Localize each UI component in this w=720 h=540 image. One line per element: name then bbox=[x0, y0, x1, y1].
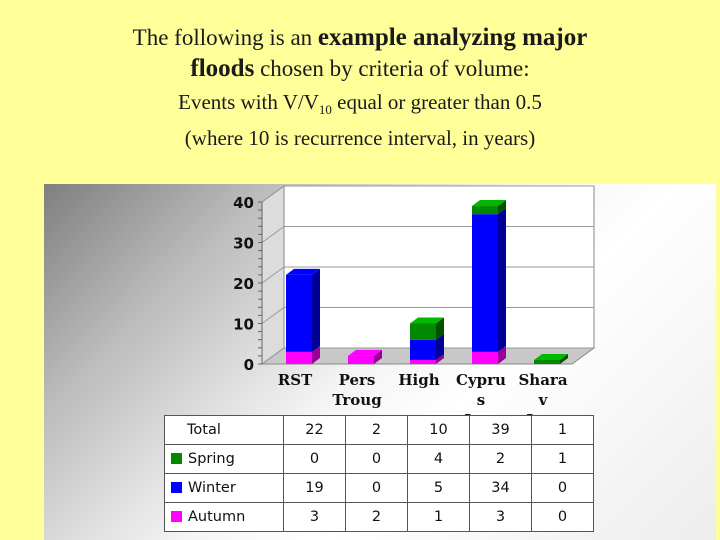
table-row-label: Winter bbox=[164, 473, 284, 503]
table-row-label: Autumn bbox=[164, 502, 284, 532]
y-tick-label: 0 bbox=[244, 356, 254, 374]
bar-segment-spring bbox=[534, 359, 560, 364]
grid-side bbox=[261, 266, 285, 284]
data-table: Total 22 2 10 39 1 Spring 0 0 4 2 1 Winter 19 0 5 34 0 Aut… bbox=[164, 415, 594, 532]
y-tick-label: 20 bbox=[233, 275, 254, 293]
bar-side-spring bbox=[560, 353, 568, 364]
table-cell: 0 bbox=[531, 473, 594, 503]
table-cell: 2 bbox=[345, 415, 408, 445]
table-cell: 19 bbox=[283, 473, 346, 503]
bar-segment-winter bbox=[410, 339, 436, 360]
heading-line1-pre: The following is an bbox=[132, 25, 313, 50]
bar-top-spring bbox=[472, 200, 506, 207]
bar-segment-winter bbox=[472, 214, 498, 352]
y-tick-label: 30 bbox=[233, 235, 254, 253]
bar-segment-autumn bbox=[348, 355, 374, 364]
bar-segment-winter bbox=[286, 274, 312, 352]
bar-side-autumn bbox=[498, 345, 506, 364]
table-cell: 1 bbox=[531, 444, 594, 474]
bar-side-winter bbox=[312, 268, 320, 352]
table-cell: 34 bbox=[469, 473, 532, 503]
y-tick-label: 40 bbox=[233, 194, 254, 212]
legend-swatch-spring bbox=[171, 453, 182, 464]
x-category-label: High bbox=[398, 371, 440, 389]
table-cell: 2 bbox=[345, 502, 408, 532]
bar-side-spring bbox=[436, 317, 444, 340]
heading-line4: (where 10 is recurrence interval, in yea… bbox=[184, 126, 536, 151]
bar-side-autumn bbox=[436, 353, 444, 364]
heading-line2-post: chosen by criteria of volume: bbox=[260, 56, 530, 81]
bar-segment-autumn bbox=[286, 351, 312, 364]
heading-line3-sub: 10 bbox=[318, 102, 332, 118]
table-cell: 4 bbox=[407, 444, 470, 474]
table-row-spring: Spring 0 0 4 2 1 bbox=[164, 444, 594, 474]
table-cell: 10 bbox=[407, 415, 470, 445]
legend-swatch-autumn bbox=[171, 511, 182, 522]
heading-line3-pre: Events with V/V bbox=[178, 90, 319, 114]
bar-top-spring bbox=[534, 353, 568, 360]
table-cell: 0 bbox=[283, 444, 346, 474]
heading-line1-big: example analyzing major bbox=[317, 24, 588, 51]
heading-top: The following is an example analyzing ma… bbox=[0, 22, 720, 84]
x-category-label: RST bbox=[277, 371, 313, 389]
grid-side bbox=[261, 226, 285, 243]
table-cell: 0 bbox=[531, 502, 594, 532]
table-row-autumn: Autumn 3 2 1 3 0 bbox=[164, 502, 594, 532]
bar-top-winter bbox=[286, 268, 320, 275]
table-row-label: Spring bbox=[164, 444, 284, 474]
table-cell: 0 bbox=[345, 473, 408, 503]
table-cell: 3 bbox=[283, 502, 346, 532]
bar-segment-autumn bbox=[472, 351, 498, 364]
x-category-label: Pers Troug bbox=[332, 371, 382, 409]
bar-side-spring bbox=[498, 200, 506, 215]
heading-line2-big: floods bbox=[190, 55, 255, 82]
bar-side-autumn bbox=[312, 345, 320, 364]
bar-segment-spring bbox=[410, 323, 436, 340]
bar-segment-spring bbox=[472, 206, 498, 215]
table-row-label: Total bbox=[164, 415, 284, 445]
legend-swatch-winter bbox=[171, 482, 182, 493]
heading-criteria: Events with V/V10 equal or greater than … bbox=[0, 88, 720, 153]
table-row-total: Total 22 2 10 39 1 bbox=[164, 415, 594, 445]
bar-top-autumn bbox=[348, 349, 382, 356]
table-cell: 1 bbox=[531, 415, 594, 445]
table-cell: 1 bbox=[407, 502, 470, 532]
table-cell: 0 bbox=[345, 444, 408, 474]
heading-line3-post: equal or greater than 0.5 bbox=[337, 90, 542, 114]
grid-side bbox=[261, 185, 285, 203]
table-cell: 22 bbox=[283, 415, 346, 445]
table-cell: 3 bbox=[469, 502, 532, 532]
table-row-winter: Winter 19 0 5 34 0 bbox=[164, 473, 594, 503]
grid-side bbox=[261, 307, 285, 324]
bar-segment-autumn bbox=[410, 359, 436, 364]
table-cell: 39 bbox=[469, 415, 532, 445]
bar-side-winter bbox=[498, 208, 506, 352]
bar-side-autumn bbox=[374, 349, 382, 364]
grid-side bbox=[261, 347, 285, 365]
table-cell: 5 bbox=[407, 473, 470, 503]
bar-side-winter bbox=[436, 333, 444, 360]
y-tick-label: 10 bbox=[233, 316, 254, 334]
bar-top-spring bbox=[410, 317, 444, 324]
table-cell: 2 bbox=[469, 444, 532, 474]
